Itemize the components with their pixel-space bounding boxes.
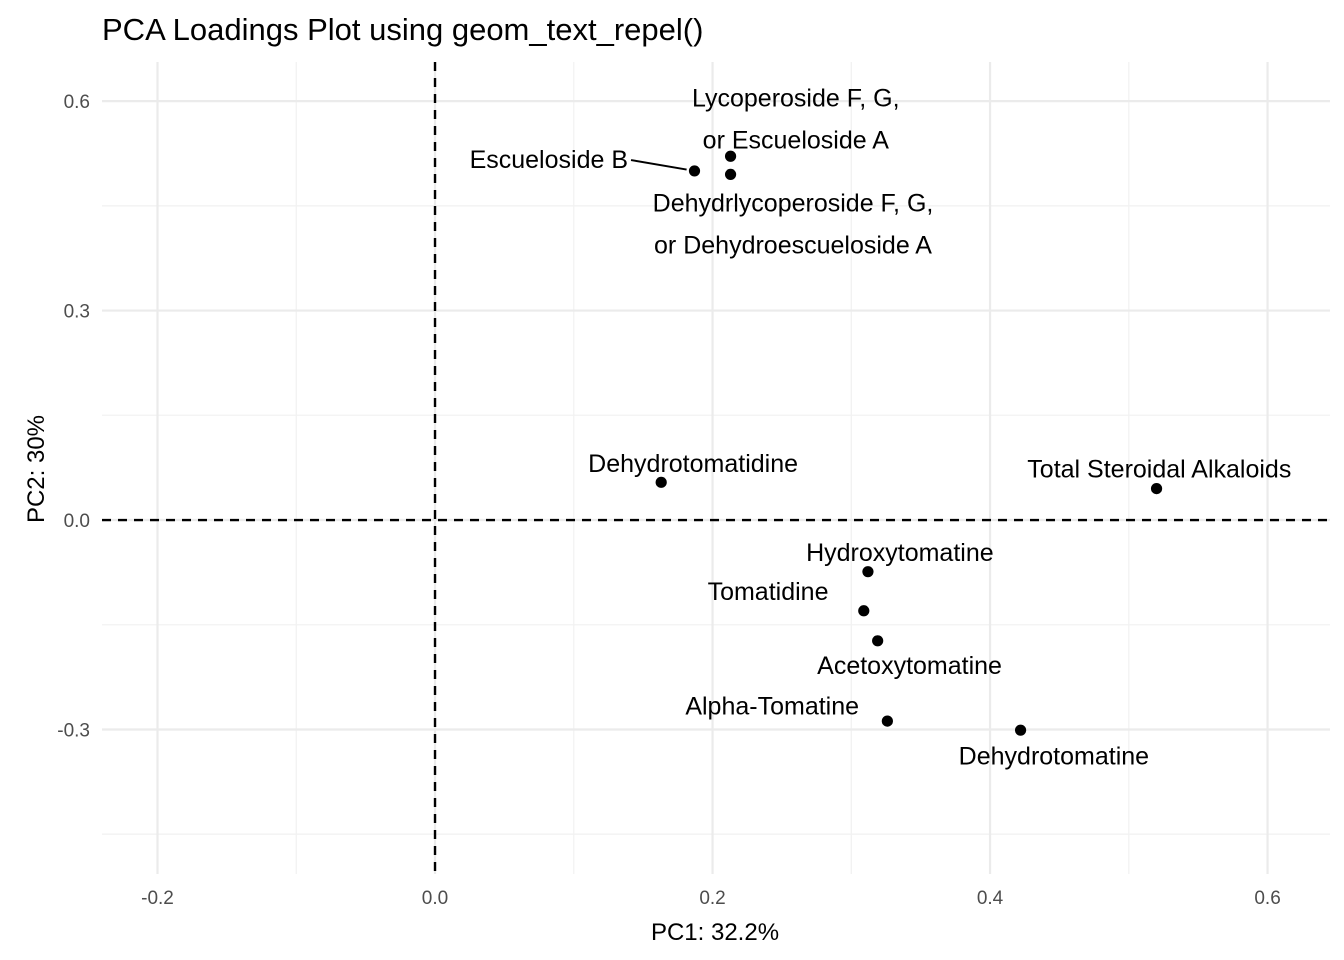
- label-line: Escueloside B: [470, 146, 628, 174]
- y-tick-label: -0.3: [57, 720, 90, 741]
- x-axis-title: PC1: 32.2%: [651, 919, 779, 946]
- label-line: Tomatidine: [708, 578, 829, 606]
- reference-lines: [102, 62, 1330, 874]
- point-tomatidine: [858, 605, 870, 617]
- x-tick-label: 0.4: [977, 888, 1004, 909]
- point-dehydrotomatine: [1014, 724, 1027, 736]
- x-tick-label: 0.0: [422, 888, 448, 909]
- label-tomatidine: Tomatidine: [708, 578, 829, 606]
- label-acetoxytomatine: Acetoxytomatine: [817, 652, 1002, 680]
- label-line: Dehydrlycoperoside F, G,: [653, 189, 934, 217]
- y-axis-title: PC2: 30%: [23, 415, 50, 523]
- label-line: Lycoperoside F, G,: [692, 85, 900, 113]
- chart-title: PCA Loadings Plot using geom_text_repel(…: [102, 12, 703, 47]
- label-dehydrlycoperoside-f-g-or-dehydroescueloside-a: Dehydrlycoperoside F, G, or Dehydroescuel…: [653, 189, 934, 259]
- point-labels: Lycoperoside F, G, or Escueloside A Escuel…: [470, 85, 1292, 771]
- label-dehydrotomatidine: Dehydrotomatidine: [588, 450, 798, 478]
- point-lycoperoside-f-g-or-escueloside-a: [724, 150, 737, 162]
- label-line: or Escueloside A: [703, 127, 890, 155]
- data-points: [655, 150, 1163, 736]
- label-line: Hydroxytomatine: [806, 539, 994, 567]
- label-lycoperoside-f-g-or-escueloside-a: Lycoperoside F, G, or Escueloside A: [692, 85, 900, 155]
- y-tick-label: 0.0: [64, 511, 90, 532]
- x-tick-label: -0.2: [141, 888, 174, 909]
- y-tick-label: 0.3: [64, 302, 90, 323]
- point-dehydrotomatidine: [655, 476, 667, 488]
- label-hydroxytomatine: Hydroxytomatine: [806, 539, 994, 567]
- label-line: Total Steroidal Alkaloids: [1027, 455, 1291, 483]
- y-tick-label: 0.6: [64, 92, 90, 113]
- grid-layer: [102, 62, 1330, 874]
- point-dehydrlycoperoside-f-g-or-dehydroescueloside-a: [724, 168, 737, 181]
- label-line: Acetoxytomatine: [817, 652, 1002, 680]
- point-hydroxytomatine: [862, 566, 874, 578]
- label-line: Dehydrotomatine: [959, 742, 1149, 770]
- label-line: Alpha-Tomatine: [685, 693, 859, 721]
- x-tick-label: 0.6: [1254, 888, 1280, 909]
- label-line: Dehydrotomatidine: [588, 450, 798, 478]
- label-total-steroidal-alkaloids: Total Steroidal Alkaloids: [1027, 455, 1291, 483]
- point-alpha-tomatine: [881, 715, 893, 727]
- point-total-steroidal-alkaloids: [1150, 482, 1163, 495]
- x-tick-label: 0.2: [699, 888, 725, 909]
- label-line: or Dehydroescueloside A: [654, 231, 932, 259]
- point-acetoxytomatine: [872, 635, 884, 647]
- label-alpha-tomatine: Alpha-Tomatine: [685, 693, 859, 721]
- segment-escueloside-b: [630, 159, 687, 171]
- tick-labels: -0.2 0.0 0.2 0.4 0.6 -0.3 0.0 0.3 0.6: [57, 92, 1281, 909]
- label-dehydrotomatine: Dehydrotomatine: [959, 742, 1149, 770]
- label-segments: [630, 159, 687, 171]
- label-escueloside-b: Escueloside B: [470, 146, 628, 174]
- point-escueloside-b: [688, 165, 701, 177]
